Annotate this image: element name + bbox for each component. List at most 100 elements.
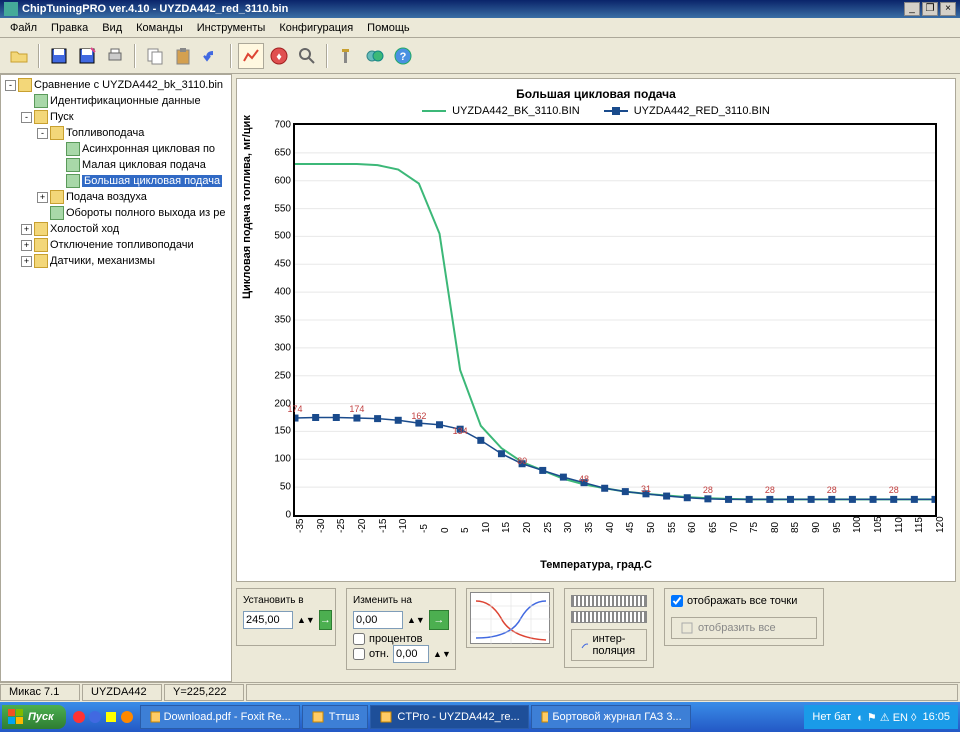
tool2-button[interactable] [362,43,388,69]
change-go-button[interactable]: → [429,610,449,630]
mini-chart-group [466,588,554,648]
expand-icon[interactable]: - [5,80,16,91]
y-tick: 600 [274,175,295,186]
tree-item[interactable]: + Датчики, механизмы [3,253,229,269]
tree-item[interactable]: +Холостой ход [3,221,229,237]
interp-button[interactable]: интер-поляция [571,629,647,661]
paste-button[interactable] [170,43,196,69]
saveas-button[interactable] [74,43,100,69]
svg-text:?: ? [400,51,407,63]
x-tick: 25 [543,522,554,533]
interp-group: интер-поляция [564,588,654,668]
tree-label: Датчики, механизмы [50,255,155,267]
percent-checkbox[interactable] [353,633,365,645]
search-button[interactable] [294,43,320,69]
minimize-button[interactable]: _ [904,2,920,16]
expand-icon[interactable]: + [21,224,32,235]
x-tick: -30 [316,519,327,533]
chart-plot[interactable]: 0501001502002503003504004505005506006507… [293,123,937,517]
legend-item-2: UYZDA442_RED_3110.BIN [604,105,770,117]
copy-button[interactable] [142,43,168,69]
chart-button[interactable] [238,43,264,69]
toolbar: ♦ ? [0,38,960,74]
taskbar-button[interactable]: Download.pdf - Foxit Re... [140,705,300,729]
expand-icon[interactable]: + [21,240,32,251]
clock: 16:05 [922,711,950,723]
tree-label: Подача воздуха [66,191,147,203]
system-tray[interactable]: Нет бат ◐ ⚑ ⚠ EN ◊ 16:05 [804,705,958,729]
print-button[interactable] [102,43,128,69]
change-value-group: Изменить на ▲▼ → процентов отн. ▲▼ [346,588,456,670]
slider-2[interactable] [571,611,647,623]
x-tick: 100 [852,516,863,533]
y-tick: 350 [274,315,295,326]
tree-item[interactable]: -Топливоподача [3,125,229,141]
x-tick: 65 [708,522,719,533]
project-tree[interactable]: - Сравнение с UYZDA442_bk_3110.bin Идент… [0,74,232,682]
menu-view[interactable]: Вид [96,20,128,36]
tree-root[interactable]: - Сравнение с UYZDA442_bk_3110.bin [3,77,229,93]
x-tick: -20 [357,519,368,533]
tree-item[interactable]: Большая цикловая подача [3,173,229,189]
folder-icon [50,126,64,140]
info-button[interactable]: ♦ [266,43,292,69]
rel-checkbox[interactable] [353,648,365,660]
start-button[interactable]: Пуск [2,705,66,729]
y-tick: 650 [274,147,295,158]
save-button[interactable] [46,43,72,69]
tree-item[interactable]: +Отключение топливоподачи [3,237,229,253]
taskbar-button[interactable]: CTPro - UYZDA442_re... [370,705,528,729]
point-label: 31 [641,484,651,494]
change-value-input[interactable] [353,611,403,629]
quicklaunch-icon[interactable] [104,710,118,724]
tree-item[interactable]: + Подача воздуха [3,189,229,205]
bottom-controls: Установить в ▲▼ → Изменить на ▲▼ → проце… [236,588,956,670]
x-tick: 20 [522,522,533,533]
taskbar-button[interactable]: Тттшз [302,705,369,729]
menu-help[interactable]: Помощь [361,20,416,36]
taskbar-button[interactable]: Бортовой журнал ГАЗ 3... [531,705,691,729]
rel-value-input[interactable] [393,645,429,663]
folder-icon [34,222,48,236]
mini-chart [470,592,550,644]
show-all-button[interactable]: отобразить все [671,617,817,639]
y-tick: 500 [274,231,295,242]
tool1-button[interactable] [334,43,360,69]
tree-item[interactable]: -Пуск [3,109,229,125]
x-tick: -15 [378,519,389,533]
tree-item[interactable]: Идентификационные данные [3,93,229,109]
expand-icon[interactable]: - [37,128,48,139]
x-tick: 10 [481,522,492,533]
expand-icon[interactable]: - [21,112,32,123]
quicklaunch-icon[interactable] [120,710,134,724]
expand-icon[interactable]: + [37,192,48,203]
menu-edit[interactable]: Правка [45,20,94,36]
menu-config[interactable]: Конфигурация [273,20,359,36]
tree-label: Асинхронная цикловая по [82,143,215,155]
x-tick: 90 [811,522,822,533]
app-icon [4,2,18,16]
x-tick: -25 [336,519,347,533]
quicklaunch-icon[interactable] [72,710,86,724]
menu-file[interactable]: Файл [4,20,43,36]
set-go-button[interactable]: → [319,610,332,630]
menu-commands[interactable]: Команды [130,20,189,36]
open-button[interactable] [6,43,32,69]
expand-icon[interactable]: + [21,256,32,267]
quicklaunch-icon[interactable] [88,710,102,724]
close-button[interactable]: × [940,2,956,16]
tree-item[interactable]: Малая цикловая подача [3,157,229,173]
restore-button[interactable]: ❐ [922,2,938,16]
tree-item[interactable]: Асинхронная цикловая по [3,141,229,157]
tree-item[interactable]: Обороты полного выхода из ре [3,205,229,221]
folder-icon [50,190,64,204]
set-value-input[interactable] [243,611,293,629]
show-points-checkbox[interactable] [671,595,683,607]
point-label: 134 [453,426,468,436]
menu-tools[interactable]: Инструменты [191,20,272,36]
point-label: 28 [703,485,713,495]
help-button[interactable]: ? [390,43,416,69]
x-tick: 75 [749,522,760,533]
undo-button[interactable] [198,43,224,69]
slider-1[interactable] [571,595,647,607]
